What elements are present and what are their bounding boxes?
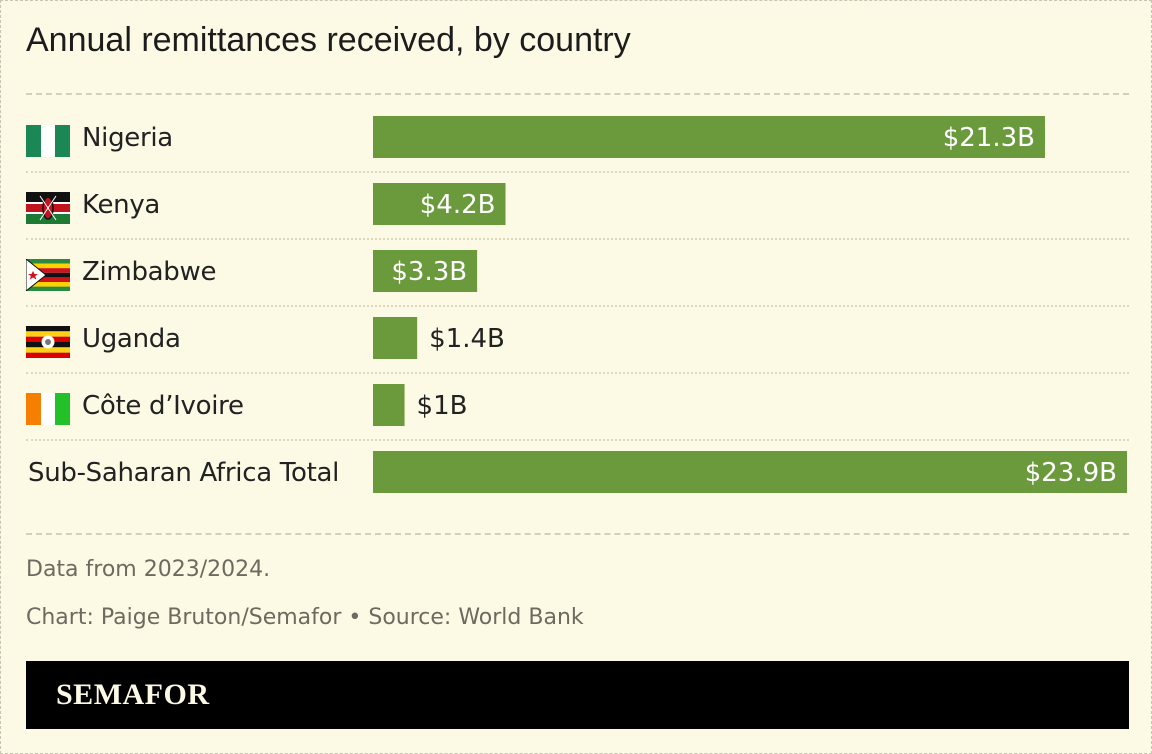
bar-row-total: Sub-Saharan Africa Total: [26, 440, 1129, 506]
bar-uganda: [373, 317, 418, 359]
title-divider: [26, 93, 1129, 95]
bar-kenya: [373, 183, 506, 225]
bar-row-cote-divoire: Côte d’Ivoire: [26, 373, 1129, 441]
bar-row-nigeria: Nigeria: [26, 105, 1129, 173]
bar-row-zimbabwe: Zimbabwe: [26, 239, 1129, 307]
category-label-cote-divoire: Côte d’Ivoire: [82, 391, 244, 421]
uganda-flag-icon: [26, 326, 70, 358]
bar-row-uganda: Uganda: [26, 306, 1129, 374]
bar-value-label-total: $23.9B: [1025, 458, 1117, 488]
zimbabwe-flag-icon: [26, 259, 70, 291]
category-label-total: Sub-Saharan Africa Total: [28, 458, 340, 488]
bar-plot: $21.3B $4.2B $3.3B $1.4B $1B $23.9B: [373, 116, 1127, 493]
bar-value-label-uganda: $1.4B: [429, 324, 505, 354]
data-note: Data from 2023/2024.: [26, 557, 271, 582]
chart-title: Annual remittances received, by country: [26, 21, 631, 59]
category-label-kenya: Kenya: [82, 190, 161, 220]
bar-value-label-zimbabwe: $3.3B: [391, 257, 467, 287]
kenya-flag-icon: [26, 192, 70, 224]
category-label-zimbabwe: Zimbabwe: [82, 257, 217, 287]
footer-divider: [26, 533, 1129, 535]
cote-divoire-flag-icon: [26, 393, 70, 425]
category-label-uganda: Uganda: [82, 324, 181, 354]
bar-zimbabwe: [373, 250, 478, 292]
brand-bar: SEMAFOR: [26, 661, 1129, 729]
bar-cote-divoire: [373, 384, 405, 426]
bar-nigeria: [373, 116, 1045, 158]
category-label-nigeria: Nigeria: [82, 123, 173, 153]
chart-credit: Chart: Paige Bruton/Semafor • Source: Wo…: [26, 605, 584, 630]
bar-value-label-cote-divoire: $1B: [417, 391, 468, 421]
bar-total: [373, 451, 1127, 493]
bar-row-kenya: Kenya: [26, 172, 1129, 240]
nigeria-flag-icon: [26, 125, 70, 157]
brand-logo: SEMAFOR: [56, 678, 210, 711]
bar-value-label-nigeria: $21.3B: [943, 123, 1035, 153]
bar-value-label-kenya: $4.2B: [420, 190, 496, 220]
